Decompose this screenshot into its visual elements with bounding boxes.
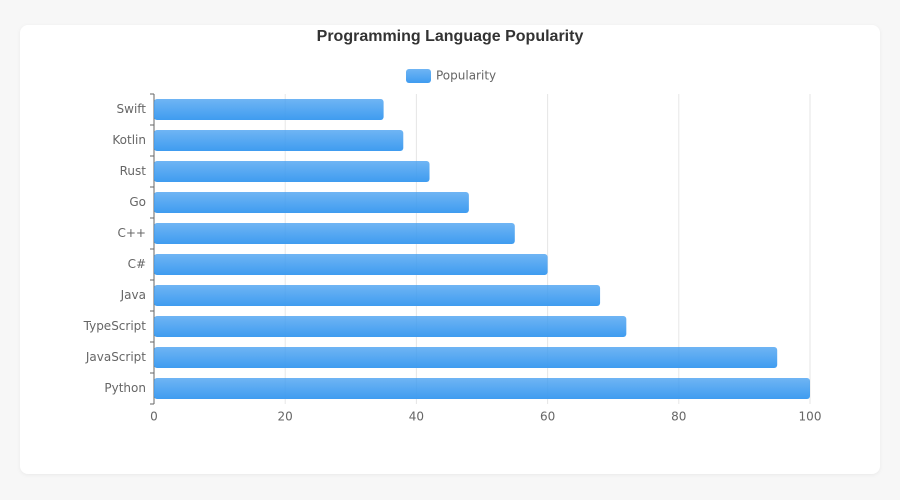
y-tick-label: Java: [120, 288, 146, 302]
y-tick-label: TypeScript: [83, 319, 147, 333]
y-tick-label: C++: [118, 226, 147, 240]
y-tick-label: Swift: [117, 102, 147, 116]
y-tick-label: Kotlin: [112, 133, 146, 147]
bar: [154, 99, 384, 120]
legend-label: Popularity: [436, 69, 496, 83]
x-tick-label: 80: [671, 410, 686, 424]
legend-swatch: [406, 69, 431, 83]
bar: [154, 161, 430, 182]
bar: [154, 378, 810, 399]
bar: [154, 254, 548, 275]
bar: [154, 130, 404, 151]
x-tick-label: 0: [150, 410, 158, 424]
chart-title: Programming Language Popularity: [317, 28, 584, 45]
y-tick-label: Python: [104, 381, 146, 395]
bar: [154, 285, 601, 306]
x-tick-label: 20: [278, 410, 293, 424]
bar: [154, 192, 469, 213]
x-tick-label: 100: [799, 410, 822, 424]
bar: [154, 316, 627, 337]
y-tick-label: JavaScript: [85, 350, 146, 364]
y-tick-label: C#: [128, 257, 146, 271]
bar: [154, 347, 778, 368]
x-tick-label: 60: [540, 410, 555, 424]
bar: [154, 223, 515, 244]
y-tick-label: Rust: [120, 164, 147, 178]
y-tick-label: Go: [129, 195, 146, 209]
x-tick-label: 40: [409, 410, 424, 424]
